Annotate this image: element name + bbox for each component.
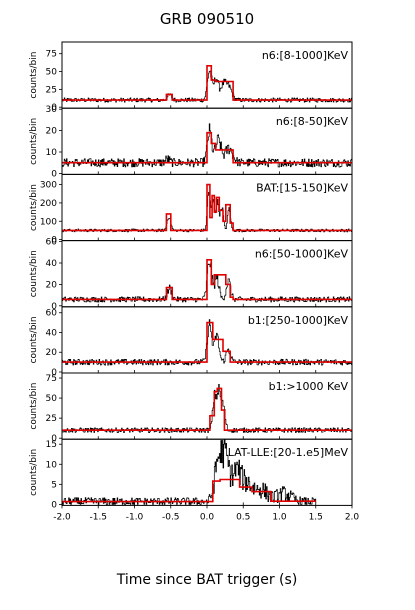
panel-label: n6:[50-1000]KeV <box>255 248 349 261</box>
x-axis-label: Time since BAT trigger (s) <box>116 572 298 588</box>
y-axis-label: counts/bin <box>29 184 39 231</box>
x-tick-label: 1.0 <box>272 512 287 522</box>
x-tick-label: 0.0 <box>200 512 215 522</box>
x-tick-label: -1.5 <box>89 512 107 522</box>
y-tick-label: 25 <box>46 85 57 95</box>
y-axis-label: counts/bin <box>29 250 39 297</box>
y-axis-label: counts/bin <box>29 449 39 496</box>
y-axis-label: counts/bin <box>29 383 39 430</box>
bayesian-blocks-line <box>62 321 352 363</box>
y-tick-label: 20 <box>46 280 58 290</box>
bayesian-blocks-line <box>62 183 352 232</box>
panel-7: 0 5 10 15 counts/bin LAT-LLE:[20-1.e5]MeV <box>29 438 353 510</box>
panel-label: LAT-LLE:[20-1.e5]MeV <box>228 446 349 459</box>
y-tick-label: 10 <box>46 148 58 158</box>
bayesian-blocks-line <box>62 387 352 431</box>
y-tick-label: 0 <box>51 368 57 378</box>
y-tick-label: 20 <box>46 348 58 358</box>
y-tick-label: 0 <box>51 169 57 179</box>
y-tick-label: 60 <box>46 238 58 248</box>
y-tick-label: 0 <box>51 236 57 246</box>
y-tick-label: 15 <box>46 440 57 450</box>
panel-2: 0 10 20 30 counts/bin n6:[8-50]KeV <box>29 105 353 179</box>
x-axis: -2.0 -1.5 -1.0 -0.5 0.0 0.5 1.0 1.5 2.0 <box>53 505 359 522</box>
y-tick-label: 300 <box>40 181 57 191</box>
y-tick-label: 0 <box>51 302 57 312</box>
bayesian-blocks-line <box>62 259 352 301</box>
y-tick-label: 0 <box>51 434 57 444</box>
light-curve-line <box>62 319 352 366</box>
panel-label: n6:[8-50]KeV <box>276 115 349 128</box>
x-tick-label: 2.0 <box>345 512 360 522</box>
panel-label: BAT:[15-150]KeV <box>256 181 348 194</box>
y-tick-label: 10 <box>46 460 58 470</box>
panel-label: n6:[8-1000]KeV <box>262 49 349 62</box>
y-tick-label: 30 <box>46 105 58 115</box>
panel-5: 0 20 40 60 counts/bin b1:[250-1000]KeV <box>29 306 353 378</box>
y-tick-label: 20 <box>46 127 58 137</box>
y-tick-label: 40 <box>46 328 58 338</box>
y-axis-label: counts/bin <box>29 316 39 363</box>
bayesian-blocks-line <box>62 478 316 503</box>
x-tick-label: -0.5 <box>162 512 180 522</box>
y-tick-label: 5 <box>51 480 57 490</box>
y-tick-label: 0 <box>51 500 57 510</box>
y-tick-label: 0 <box>51 103 57 113</box>
x-tick-label: 0.5 <box>236 512 250 522</box>
bayesian-blocks-line <box>62 65 352 101</box>
light-curve-line <box>62 383 352 433</box>
y-tick-label: 75 <box>46 50 57 60</box>
panel-4: 0 20 40 60 counts/bin n6:[50-1000]KeV <box>29 238 353 312</box>
y-tick-label: 50 <box>46 394 58 404</box>
panel-1: 0 25 50 75 counts/bin n6:[8-1000]KeV <box>29 41 353 113</box>
x-tick-label: -1.0 <box>126 512 144 522</box>
chart-title: GRB 090510 <box>160 10 254 28</box>
y-tick-label: 60 <box>46 309 58 319</box>
y-axis-label: counts/bin <box>29 118 39 165</box>
bayesian-blocks-line <box>62 131 352 164</box>
panel-label: b1:>1000 KeV <box>269 380 349 393</box>
y-tick-label: 25 <box>46 414 57 424</box>
x-tick-label: -2.0 <box>53 512 71 522</box>
y-tick-label: 200 <box>40 199 57 209</box>
y-tick-label: 50 <box>46 68 58 78</box>
y-tick-label: 100 <box>40 217 57 227</box>
y-axis-label: counts/bin <box>29 52 39 99</box>
panel-label: b1:[250-1000]KeV <box>248 314 349 327</box>
x-tick-label: 1.5 <box>309 512 323 522</box>
panel-6: 0 25 50 75 counts/bin b1:>1000 KeV <box>29 372 353 444</box>
y-tick-label: 75 <box>46 374 57 384</box>
y-tick-label: 40 <box>46 259 58 269</box>
